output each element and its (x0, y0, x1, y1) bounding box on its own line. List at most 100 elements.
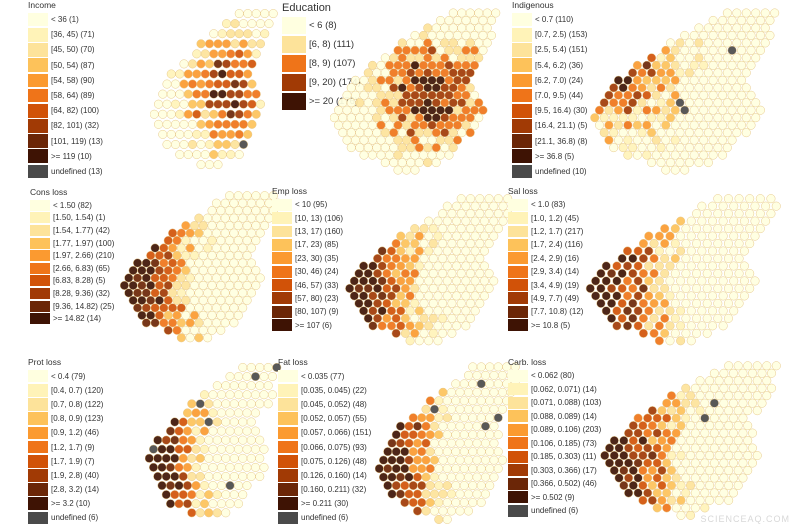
legend-label: [0.088, 0.089) (14) (531, 411, 597, 421)
region-cell (185, 258, 195, 268)
region-cell (697, 261, 707, 271)
region-cell (377, 306, 387, 316)
region-cell (741, 8, 751, 18)
region-cell (767, 368, 777, 378)
region-cell (746, 60, 756, 70)
region-cell (444, 135, 454, 145)
region-cell (351, 75, 360, 85)
region-cell (666, 451, 676, 461)
region-cell (733, 451, 743, 461)
region-cell (213, 119, 223, 129)
region-cell (410, 135, 420, 145)
region-cell (414, 261, 424, 271)
legend-label: [0.075, 0.126) (48) (301, 456, 367, 466)
region-cell (464, 489, 473, 499)
region-cell (408, 498, 418, 508)
region-cell (590, 113, 600, 123)
region-cell (330, 113, 339, 123)
region-cell (448, 98, 458, 108)
region-cell (703, 83, 713, 93)
region-cell (220, 198, 230, 208)
region-cell (661, 90, 671, 100)
region-cell (752, 391, 762, 401)
region-cell (474, 113, 484, 123)
region-cell (447, 268, 457, 278)
region-cell (368, 90, 377, 100)
region-cell (737, 60, 747, 70)
legend-label: [0.9, 1.2) (46) (51, 428, 100, 438)
region-cell (670, 313, 680, 323)
region-cell (689, 120, 699, 130)
region-cell (417, 430, 427, 440)
region-cell (651, 90, 661, 100)
region-cell (183, 481, 192, 491)
region-cell (207, 236, 217, 246)
legend-swatch (272, 265, 292, 278)
region-cell (739, 276, 749, 286)
region-cell (413, 455, 422, 465)
region-cell (709, 473, 719, 483)
region-cell (212, 490, 222, 500)
region-cell (431, 53, 441, 63)
region-cell (436, 150, 445, 160)
region-cell (226, 69, 236, 79)
legend-label: [0.366, 0.502) (46) (531, 479, 597, 489)
region-cell (268, 390, 277, 400)
region-cell (605, 458, 615, 468)
legend-item: >= 0.502 (9) (508, 491, 601, 505)
region-cell (761, 201, 771, 211)
region-cell (442, 231, 452, 241)
region-cell (233, 310, 243, 320)
region-cell (637, 68, 647, 78)
legend-item: >= 20 (176) (282, 92, 361, 111)
region-cell (666, 406, 676, 416)
region-cell (660, 283, 670, 293)
region-cell (260, 9, 270, 19)
region-cell (423, 158, 433, 168)
region-cell (666, 98, 676, 108)
region-cell (216, 325, 226, 335)
legend-item: [9.36, 14.82) (25) (30, 300, 114, 313)
region-cell (662, 488, 672, 498)
region-cell (238, 228, 248, 238)
legend-item: [0.089, 0.106) (203) (508, 423, 601, 437)
region-cell (203, 258, 213, 268)
region-cell (260, 191, 270, 201)
region-cell (476, 413, 486, 423)
region-cell (376, 150, 386, 160)
region-cell (708, 135, 718, 145)
region-cell (705, 406, 715, 416)
region-cell (737, 105, 747, 115)
region-cell (474, 38, 484, 48)
region-cell (666, 128, 676, 138)
legend-label: [2.5, 5.4) (151) (535, 45, 588, 55)
region-cell (179, 139, 189, 149)
region-cell (176, 258, 186, 268)
region-cell (212, 471, 222, 481)
region-cell (419, 268, 429, 278)
region-cell (246, 213, 256, 223)
region-cell (225, 444, 235, 454)
region-cell (447, 254, 457, 264)
legend-swatch (508, 504, 528, 517)
region-cell (459, 379, 469, 389)
region-cell (708, 216, 717, 226)
legend-swatch (508, 225, 528, 238)
region-cell (436, 60, 445, 70)
legend-label: >= 107 (6) (295, 320, 332, 330)
region-cell (617, 254, 627, 264)
region-cell (204, 435, 214, 445)
region-cell (451, 413, 461, 423)
region-cell (181, 310, 191, 320)
region-cell (482, 8, 492, 18)
region-cell (727, 30, 737, 40)
region-cell (176, 228, 186, 238)
legend-item: [2.8, 3.2) (14) (28, 483, 103, 497)
region-cell (438, 421, 448, 431)
region-cell (246, 471, 256, 481)
region-cell (738, 413, 748, 423)
region-cell (623, 120, 633, 130)
region-cell (708, 105, 718, 115)
region-cell (728, 443, 738, 453)
region-cell (675, 53, 685, 63)
